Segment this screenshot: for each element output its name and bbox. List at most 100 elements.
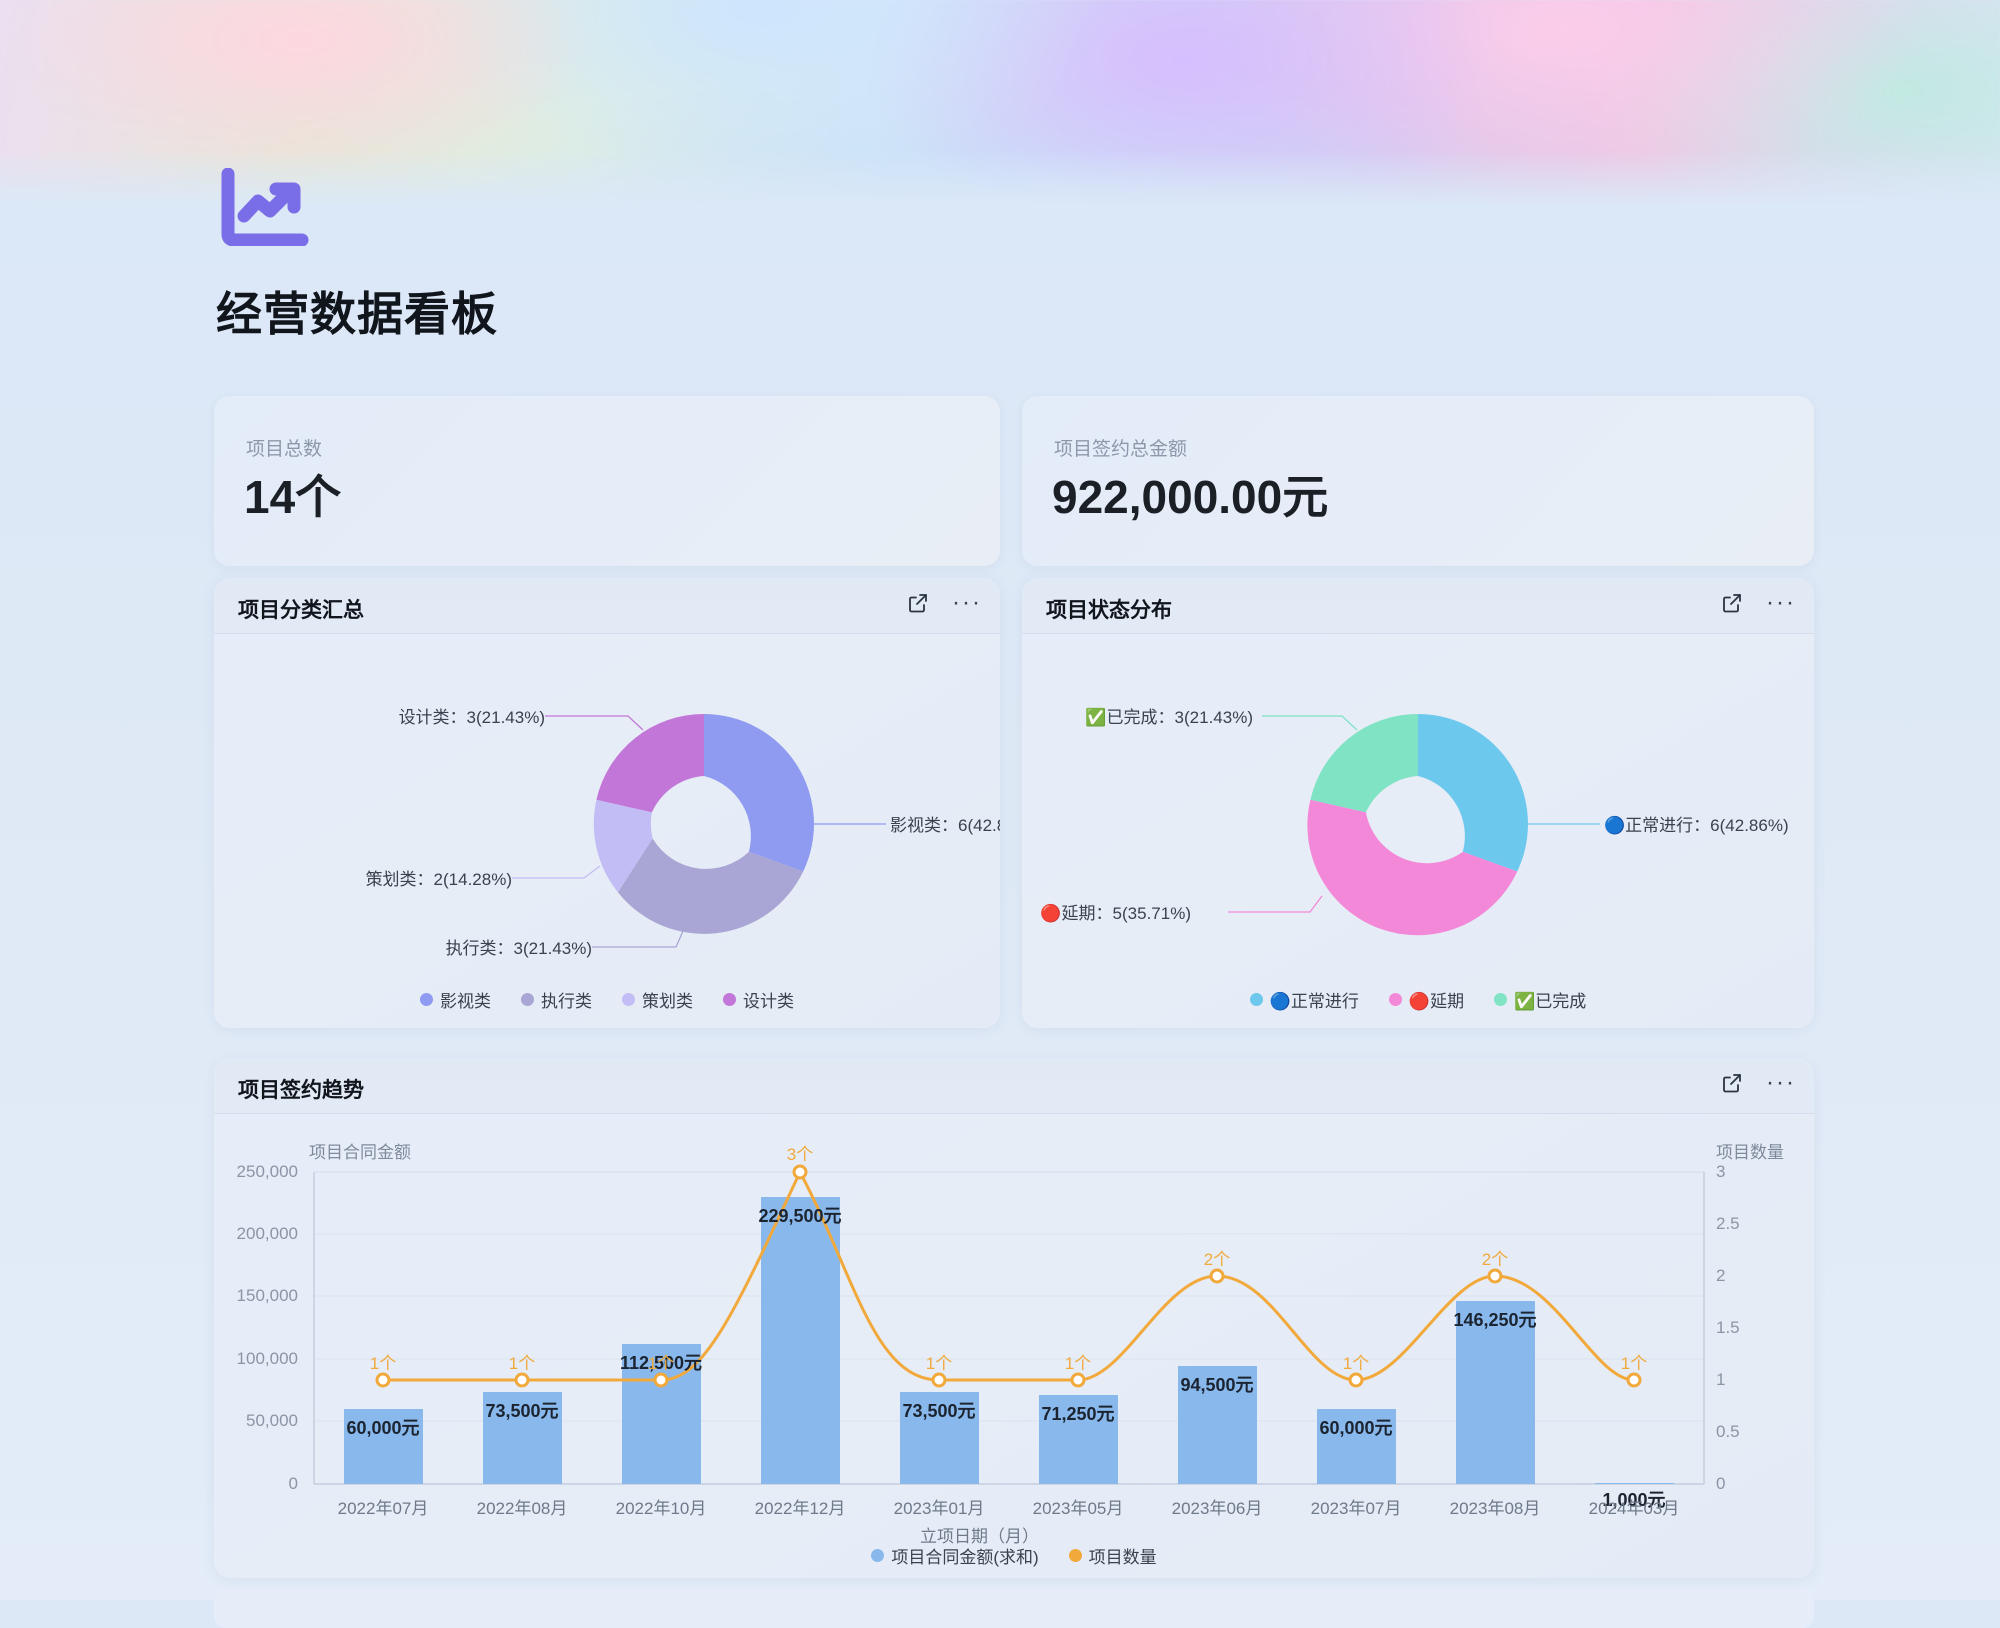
kpi-value: 922,000.00元 bbox=[1052, 471, 1329, 523]
card-project-category-summary: 项目分类汇总 ··· bbox=[214, 578, 1000, 1028]
legend-item-completed[interactable]: ✅已完成 bbox=[1494, 987, 1586, 1012]
legend-item-planning[interactable]: 策划类 bbox=[622, 987, 693, 1012]
bar-value-label: 112,500元 bbox=[619, 1353, 703, 1373]
donut-chart-category bbox=[512, 713, 886, 948]
bar-value-label: 60,000元 bbox=[1319, 1418, 1393, 1438]
y2-tick: 0.5 bbox=[1716, 1422, 1740, 1441]
card-actions: ··· bbox=[1720, 1071, 1796, 1095]
legend-trend: 项目合同金额(求和) 项目数量 bbox=[214, 1543, 1814, 1568]
kpi-label: 项目签约总金额 bbox=[1054, 439, 1188, 460]
x-tick: 2023年05月 bbox=[1032, 1499, 1124, 1518]
y2-tick: 3 bbox=[1716, 1162, 1726, 1181]
bar-value-label: 94,500元 bbox=[1180, 1375, 1254, 1395]
y-tick: 100,000 bbox=[236, 1349, 298, 1368]
external-link-icon[interactable] bbox=[906, 591, 930, 615]
card-body: 设计类：3(21.43%) 影视类：6(42.86%) 策划类：2(14.28%… bbox=[214, 634, 1000, 1028]
y2-tick: 1 bbox=[1716, 1370, 1726, 1389]
pie-callout-execution: 执行类：3(21.43%) bbox=[445, 939, 592, 958]
card-actions: ··· bbox=[1720, 591, 1796, 615]
legend-swatch-icon bbox=[622, 993, 635, 1006]
y-tick: 250,000 bbox=[236, 1162, 298, 1181]
point-value-label: 1个 bbox=[647, 1354, 675, 1373]
y2-tick: 1.5 bbox=[1716, 1318, 1740, 1337]
point-value-label: 3个 bbox=[786, 1145, 814, 1164]
card-project-status-distribution: 项目状态分布 ··· bbox=[1022, 578, 1814, 1028]
legend-item-project-count[interactable]: 项目数量 bbox=[1068, 1543, 1157, 1568]
legend-swatch-icon bbox=[521, 993, 534, 1006]
legend-label: 🔵正常进行 bbox=[1269, 992, 1359, 1011]
card-header: 项目分类汇总 ··· bbox=[214, 578, 1000, 634]
kpi-card-total-amount: 项目签约总金额 922,000.00元 bbox=[1022, 396, 1814, 566]
bar-value-label: 73,500元 bbox=[902, 1401, 976, 1421]
card-actions: ··· bbox=[906, 591, 982, 615]
bar-value-label: 229,500元 bbox=[758, 1206, 842, 1226]
ellipsis-icon[interactable]: ··· bbox=[952, 589, 982, 616]
pie-callout-film: 影视类：6(42.86%) bbox=[890, 816, 1000, 835]
legend-item-contract-amount[interactable]: 项目合同金额(求和) bbox=[871, 1543, 1039, 1568]
card-signing-trend: 项目签约趋势 ··· 项目合同金额 项目数量 bbox=[214, 1058, 1814, 1578]
legend-label: 项目数量 bbox=[1088, 1548, 1157, 1567]
y-axis-title: 项目合同金额 bbox=[309, 1143, 411, 1162]
legend-status: 🔵正常进行 🔴延期 ✅已完成 bbox=[1022, 987, 1814, 1012]
x-tick: 2023年06月 bbox=[1171, 1499, 1263, 1518]
trend-chart-svg bbox=[313, 1164, 1705, 1485]
y2-axis-title: 项目数量 bbox=[1716, 1143, 1784, 1162]
x-tick: 2022年07月 bbox=[337, 1499, 429, 1518]
bar-value-label: 146,250元 bbox=[1453, 1310, 1537, 1330]
legend-swatch-icon bbox=[1068, 1549, 1082, 1562]
x-tick: 2023年08月 bbox=[1449, 1499, 1541, 1518]
kpi-label: 项目总数 bbox=[246, 439, 323, 460]
point-value-label: 1个 bbox=[1342, 1354, 1370, 1373]
legend-label: 影视类 bbox=[440, 992, 491, 1011]
card-header: 项目签约趋势 ··· bbox=[214, 1058, 1814, 1114]
x-tick: 2022年12月 bbox=[754, 1499, 846, 1518]
bar-value-label: 1,000元 bbox=[1602, 1490, 1666, 1510]
legend-swatch-icon bbox=[1494, 993, 1508, 1006]
legend-item-film[interactable]: 影视类 bbox=[420, 987, 491, 1012]
point-value-label: 1个 bbox=[1620, 1354, 1648, 1373]
pie-callout-completed: ✅已完成：3(21.43%) bbox=[1085, 708, 1253, 727]
x-tick: 2022年10月 bbox=[615, 1499, 707, 1518]
legend-label: 策划类 bbox=[642, 992, 693, 1011]
kpi-value: 14个 bbox=[244, 471, 342, 523]
card-body: ✅已完成：3(21.43%) 🔵正常进行：6(42.86%) 🔴延期：5(35.… bbox=[1022, 634, 1814, 1028]
legend-swatch-icon bbox=[1388, 993, 1402, 1006]
legend-item-design[interactable]: 设计类 bbox=[723, 987, 794, 1012]
external-link-icon[interactable] bbox=[1720, 1071, 1744, 1095]
bar-value-label: 60,000元 bbox=[346, 1418, 420, 1438]
legend-swatch-icon bbox=[723, 993, 736, 1006]
y-tick: 200,000 bbox=[236, 1224, 298, 1243]
pie-callout-delayed: 🔴延期：5(35.71%) bbox=[1040, 904, 1191, 923]
card-title: 项目状态分布 bbox=[1046, 599, 1172, 622]
chart-line-up-icon bbox=[218, 167, 310, 247]
legend-label: ✅已完成 bbox=[1514, 992, 1587, 1011]
legend-item-in-progress[interactable]: 🔵正常进行 bbox=[1249, 987, 1359, 1012]
x-tick: 2023年07月 bbox=[1310, 1499, 1402, 1518]
pie-callout-in-progress: 🔵正常进行：6(42.86%) bbox=[1604, 816, 1789, 835]
page-title: 经营数据看板 bbox=[216, 288, 498, 340]
ellipsis-icon[interactable]: ··· bbox=[1766, 1069, 1796, 1096]
legend-item-delayed[interactable]: 🔴延期 bbox=[1388, 987, 1464, 1012]
point-value-label: 1个 bbox=[369, 1354, 397, 1373]
next-card-placeholder bbox=[214, 1588, 1814, 1628]
x-tick: 2023年01月 bbox=[893, 1499, 985, 1518]
card-body: 项目合同金额 项目数量 bbox=[214, 1114, 1814, 1578]
bar-value-label: 71,250元 bbox=[1041, 1404, 1115, 1424]
y2-tick: 2.5 bbox=[1716, 1214, 1740, 1233]
y-tick: 150,000 bbox=[236, 1286, 298, 1305]
x-tick: 2024年03月 bbox=[1588, 1499, 1680, 1518]
y2-tick: 2 bbox=[1716, 1266, 1726, 1285]
legend-label: 执行类 bbox=[541, 992, 592, 1011]
legend-swatch-icon bbox=[420, 993, 433, 1006]
legend-swatch-icon bbox=[1249, 993, 1263, 1006]
kpi-card-total-projects: 项目总数 14个 bbox=[214, 396, 1000, 566]
external-link-icon[interactable] bbox=[1720, 591, 1744, 615]
y-tick: 0 bbox=[288, 1474, 298, 1493]
point-value-label: 1个 bbox=[508, 1354, 536, 1373]
legend-item-execution[interactable]: 执行类 bbox=[521, 987, 592, 1012]
card-title: 项目分类汇总 bbox=[238, 599, 364, 622]
card-title: 项目签约趋势 bbox=[238, 1079, 364, 1102]
pie-callout-planning: 策划类：2(14.28%) bbox=[365, 870, 512, 889]
pie-callout-design: 设计类：3(21.43%) bbox=[398, 708, 545, 727]
ellipsis-icon[interactable]: ··· bbox=[1766, 589, 1796, 616]
